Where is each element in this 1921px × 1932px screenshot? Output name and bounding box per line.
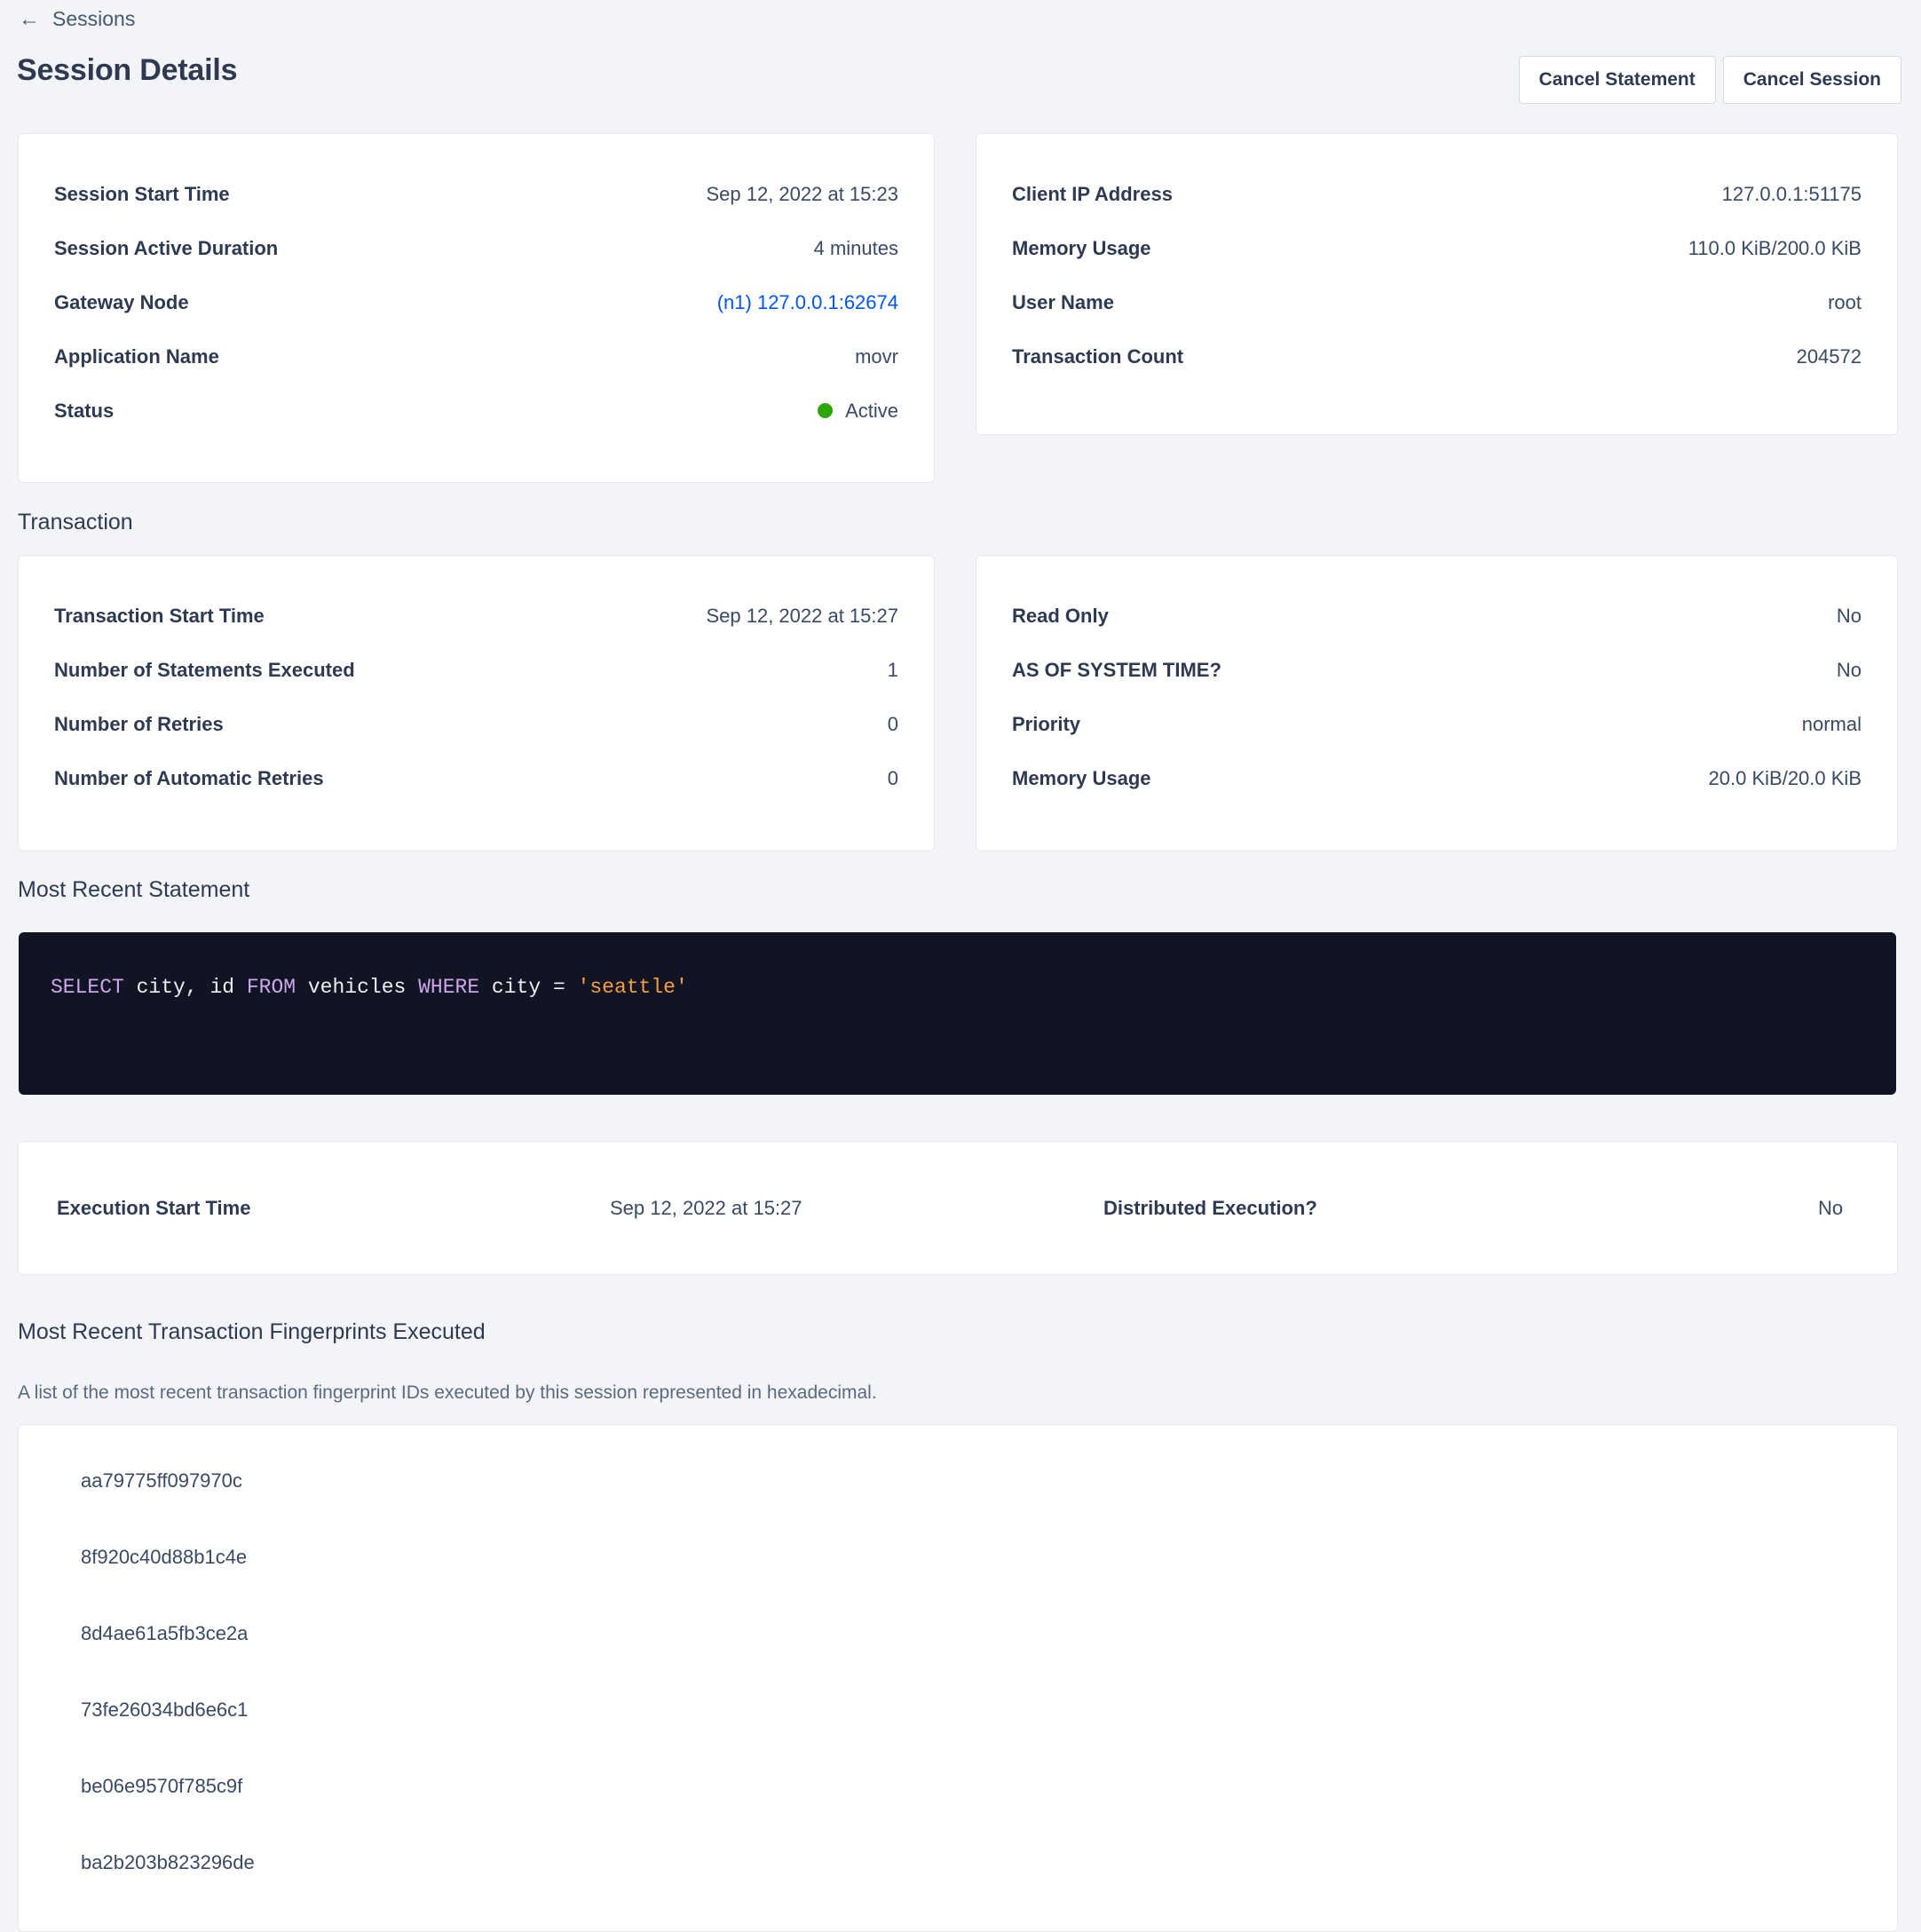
transaction-card-right: Read Only No AS OF SYSTEM TIME? No Priority n… <box>976 555 1898 851</box>
txn-right-row: Memory Usage 20.0 KiB/20.0 KiB <box>976 751 1897 805</box>
txn-right-row: Read Only No <box>976 589 1897 643</box>
execution-start-time-label: Execution Start Time <box>57 1197 251 1219</box>
session-left-key: Application Name <box>54 344 219 368</box>
session-left-key: Session Start Time <box>54 182 230 205</box>
arrow-left-icon: ← <box>19 6 40 31</box>
sql-token-idt: city = <box>479 976 578 999</box>
session-left-row: Session Start Time Sep 12, 2022 at 15:23 <box>19 167 934 221</box>
session-left-value: 4 minutes <box>813 236 898 259</box>
fingerprints-list-card: aa79775ff097970c 8f920c40d88b1c4e 8d4ae61a… <box>18 1424 1898 1932</box>
txn-right-value: 20.0 KiB/20.0 KiB <box>1708 766 1862 789</box>
fingerprint-list-item: ba2b203b823296de <box>81 1851 255 1873</box>
transaction-section-title: Transaction <box>18 510 133 534</box>
session-right-value: root <box>1828 290 1862 313</box>
txn-right-value: normal <box>1801 712 1862 735</box>
distributed-execution-value: No <box>1818 1197 1844 1219</box>
fingerprint-list-item: 73fe26034bd6e6c1 <box>81 1698 249 1721</box>
txn-left-row: Number of Statements Executed 1 <box>19 643 934 697</box>
fingerprints-section-title: Most Recent Transaction Fingerprints Exe… <box>18 1319 486 1344</box>
txn-left-row: Number of Automatic Retries 0 <box>19 751 934 805</box>
session-right-row: User Name root <box>976 275 1897 329</box>
status-dot-icon <box>818 403 834 418</box>
statement-section-title: Most Recent Statement <box>18 877 250 902</box>
txn-left-row: Number of Retries 0 <box>19 697 934 751</box>
execution-start-time-value: Sep 12, 2022 at 15:27 <box>610 1197 802 1219</box>
txn-right-row: AS OF SYSTEM TIME? No <box>976 643 1897 697</box>
txn-right-row: Priority normal <box>976 697 1897 751</box>
session-right-key: Memory Usage <box>1012 236 1151 259</box>
txn-left-value: 0 <box>887 766 898 789</box>
session-left-key: Session Active Duration <box>54 236 279 259</box>
txn-left-key: Number of Retries <box>54 712 224 735</box>
txn-left-row: Transaction Start Time Sep 12, 2022 at 15… <box>19 589 934 643</box>
session-left-key: Gateway Node <box>54 290 189 313</box>
txn-left-value: 1 <box>887 658 898 681</box>
txn-left-value: 0 <box>887 712 898 735</box>
sql-token-idt: vehicles <box>296 976 419 999</box>
distributed-execution-label: Distributed Execution? <box>1103 1197 1317 1219</box>
cancel-statement-button[interactable]: Cancel Statement <box>1518 56 1716 104</box>
sql-token-kw: WHERE <box>418 976 480 999</box>
session-left-value: Sep 12, 2022 at 15:23 <box>706 182 898 205</box>
session-info-card-left: Session Start Time Sep 12, 2022 at 15:23 S… <box>18 133 935 483</box>
session-left-row: Session Active Duration 4 minutes <box>19 221 934 275</box>
header-actions: Cancel Statement Cancel Session <box>1518 56 1901 104</box>
session-left-value: movr <box>855 344 898 368</box>
txn-right-key: AS OF SYSTEM TIME? <box>1012 658 1221 681</box>
cancel-session-button[interactable]: Cancel Session <box>1722 56 1901 104</box>
transaction-card-left: Transaction Start Time Sep 12, 2022 at 15… <box>18 555 935 851</box>
session-info-card-right: Client IP Address 127.0.0.1:51175 Memory U… <box>976 133 1898 435</box>
sql-token-kw: FROM <box>246 976 296 999</box>
session-right-key: Client IP Address <box>1012 182 1173 205</box>
session-right-row: Memory Usage 110.0 KiB/200.0 KiB <box>976 221 1897 275</box>
session-right-key: Transaction Count <box>1012 344 1184 368</box>
sql-token-idt: city, id <box>123 976 247 999</box>
session-right-value: 204572 <box>1796 344 1862 368</box>
session-right-key: User Name <box>1012 290 1114 313</box>
fingerprint-list-item: aa79775ff097970c <box>81 1469 242 1492</box>
sql-token-str: 'seattle' <box>577 976 688 999</box>
session-left-value: Active <box>818 400 898 423</box>
sql-statement-code-block: SELECT city, id FROM vehicles WHERE city… <box>19 932 1896 1095</box>
session-left-row: Gateway Node (n1) 127.0.0.1:62674 <box>19 275 934 329</box>
fingerprint-list-item: be06e9570f785c9f <box>81 1775 243 1797</box>
execution-card: Execution Start Time Sep 12, 2022 at 15:… <box>18 1141 1898 1275</box>
session-left-key: Status <box>54 399 115 422</box>
txn-right-value: No <box>1836 604 1862 627</box>
session-right-value: 110.0 KiB/200.0 KiB <box>1688 236 1862 259</box>
session-right-row: Client IP Address 127.0.0.1:51175 <box>976 167 1897 221</box>
sql-token-kw: SELECT <box>51 976 124 999</box>
status-badge: Active <box>845 399 898 422</box>
txn-left-key: Number of Statements Executed <box>54 658 355 681</box>
txn-left-key: Transaction Start Time <box>54 604 265 627</box>
session-left-value[interactable]: (n1) 127.0.0.1:62674 <box>716 290 898 313</box>
txn-left-value: Sep 12, 2022 at 15:27 <box>706 604 898 627</box>
page-title: Session Details <box>17 53 238 87</box>
txn-right-key: Read Only <box>1012 604 1109 627</box>
txn-right-key: Priority <box>1012 712 1081 735</box>
fingerprint-list-item: 8f920c40d88b1c4e <box>81 1546 248 1568</box>
session-right-row: Transaction Count 204572 <box>976 329 1897 384</box>
txn-left-key: Number of Automatic Retries <box>54 766 324 789</box>
fingerprint-list-item: 8d4ae61a5fb3ce2a <box>81 1622 249 1644</box>
breadcrumb-back-sessions[interactable]: ← Sessions <box>19 7 135 31</box>
breadcrumb-label: Sessions <box>52 7 136 30</box>
txn-right-value: No <box>1836 658 1862 681</box>
session-left-row: Application Name movr <box>19 329 934 384</box>
fingerprints-description: A list of the most recent transaction fi… <box>18 1382 877 1403</box>
txn-right-key: Memory Usage <box>1012 766 1151 789</box>
session-right-value: 127.0.0.1:51175 <box>1721 182 1862 205</box>
session-left-row: Status Active <box>19 384 934 438</box>
